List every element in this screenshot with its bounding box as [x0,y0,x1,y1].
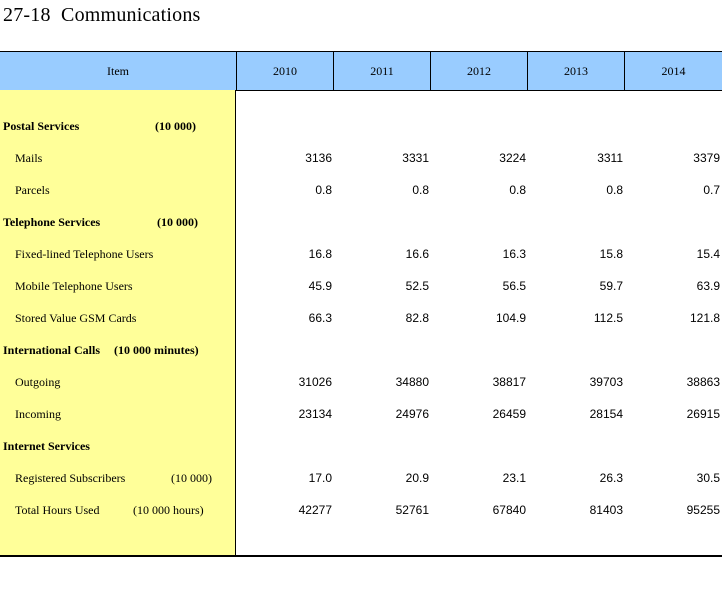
cell-value: 3379 [693,151,720,165]
row-label: Total Hours Used [15,503,100,517]
header-year-2010: 2010 [237,52,334,90]
cell-value: 104.9 [495,311,526,325]
cell-value: 17.0 [308,471,332,485]
cell-value: 3311 [597,151,623,165]
unit-label: (10 000) [171,471,212,485]
section-row: Internet Services [0,430,722,462]
cell-value: 81403 [589,503,623,517]
cell-value: 38817 [492,375,526,389]
section-label: Internet Services [3,439,90,453]
section-label: International Calls [3,343,101,357]
section-label: Telephone Services [3,215,101,229]
cell-value: 3224 [499,151,526,165]
table-row: Incoming 23134 24976 26459 28154 26915 [0,398,722,430]
cell-value: 39703 [589,375,623,389]
cell-value: 30.5 [696,471,720,485]
header-item: Item [0,52,237,90]
section-row: Telephone Services (10 000) [0,206,722,238]
cell-value: 66.3 [308,311,332,325]
cell-value: 112.5 [593,311,623,325]
table-row: Fixed-lined Telephone Users 16.8 16.6 16.3 1… [0,238,722,270]
cell-value: 34880 [395,375,429,389]
unit-label: (10 000 hours) [133,503,204,517]
cell-value: 3136 [305,151,332,165]
cell-value: 26459 [492,407,526,421]
table-row: Stored Value GSM Cards 66.3 82.8 104.9 112.5… [0,302,722,334]
cell-value: 26915 [686,407,720,421]
section-label: Postal Services [3,119,80,133]
section-row: International Calls (10 000 minutes) [0,334,722,366]
cell-value: 15.4 [696,247,720,261]
cell-value: 63.9 [696,279,720,293]
cell-value: 16.8 [308,247,332,261]
table-row: Parcels 0.8 0.8 0.8 0.8 0.7 [0,174,722,206]
section-row: Postal Services (10 000) [0,110,722,142]
table-row: Mails 3136 3331 3224 3311 3379 [0,142,722,174]
row-label: Incoming [15,407,61,421]
cell-value: 82.8 [405,311,429,325]
header-year-2013: 2013 [528,52,625,90]
cell-value: 59.7 [599,279,623,293]
cell-value: 95255 [686,503,720,517]
table-bottom-rule [0,555,722,557]
table-row: Mobile Telephone Users 45.9 52.5 56.5 59.7 63… [0,270,722,302]
cell-value: 56.5 [502,279,526,293]
cell-value: 23.1 [502,471,526,485]
cell-value: 23134 [298,407,332,421]
row-label: Parcels [15,183,50,197]
header-year-2012: 2012 [431,52,528,90]
cell-value: 24976 [395,407,429,421]
cell-value: 20.9 [405,471,429,485]
cell-value: 0.8 [412,183,429,197]
item-column-background [0,90,236,556]
cell-value: 3331 [402,151,429,165]
row-label: Stored Value GSM Cards [15,311,137,325]
cell-value: 0.8 [509,183,526,197]
header-year-2011: 2011 [334,52,431,90]
cell-value: 0.8 [315,183,332,197]
cell-value: 31026 [298,375,332,389]
page-title: 27-18 Communications [3,4,201,26]
row-label: Mobile Telephone Users [15,279,133,293]
row-label: Fixed-lined Telephone Users [15,247,154,261]
unit-label: (10 000 minutes) [114,343,199,357]
cell-value: 42277 [298,503,332,517]
cell-value: 28154 [589,407,623,421]
cell-value: 45.9 [308,279,332,293]
header-year-2014: 2014 [661,64,686,78]
cell-value: 0.8 [606,183,623,197]
table-row: Registered Subscribers (10 000) 17.0 20.9 23… [0,462,722,494]
cell-value: 52761 [395,503,429,517]
table-header: Item 2010 2011 2012 2013 2014 [0,51,722,91]
cell-value: 15.8 [599,247,623,261]
cell-value: 0.7 [703,183,720,197]
row-label: Mails [15,151,43,165]
unit-label: (10 000) [157,215,198,229]
cell-value: 16.3 [502,247,526,261]
cell-value: 26.3 [599,471,623,485]
cell-value: 38863 [686,375,720,389]
unit-label: (10 000) [155,119,196,133]
cell-value: 67840 [492,503,526,517]
cell-value: 16.6 [405,247,429,261]
table-row: Outgoing 31026 34880 38817 39703 38863 [0,366,722,398]
row-label: Outgoing [15,375,61,389]
cell-value: 52.5 [405,279,429,293]
cell-value: 121.8 [689,311,720,325]
table-row: Total Hours Used (10 000 hours) 42277 52761… [0,494,722,526]
row-label: Registered Subscribers [15,471,126,485]
